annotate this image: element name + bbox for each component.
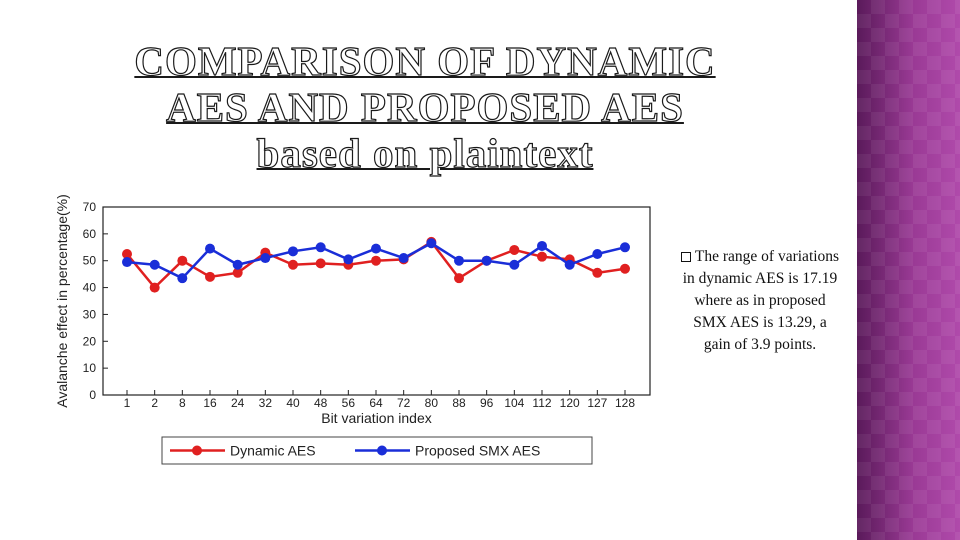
- series-1-point-5: [260, 253, 271, 264]
- series-1-point-17: [592, 249, 603, 259]
- plot-area: [102, 206, 651, 396]
- series-0-point-0: [122, 249, 132, 259]
- y-tick-label-70: 70: [83, 200, 97, 214]
- series-1-point-8: [343, 254, 354, 265]
- x-tick-label-24: 24: [231, 396, 245, 410]
- x-tick-label-72: 72: [397, 396, 411, 410]
- series-1-point-12: [454, 255, 464, 266]
- x-tick-label-40: 40: [286, 396, 300, 410]
- series-1-point-0: [122, 257, 132, 268]
- x-tick-label-128: 128: [615, 396, 635, 410]
- series-1-point-16: [564, 259, 575, 270]
- series-0-point-1: [149, 282, 160, 293]
- title-line-3: based on plaintext: [256, 129, 594, 176]
- legend-label-1: Proposed SMX AES: [415, 443, 540, 459]
- x-axis-label: Bit variation index: [321, 410, 432, 426]
- series-1-point-6: [288, 246, 298, 257]
- legend-box: [161, 436, 593, 465]
- series-0-point-9: [371, 255, 381, 266]
- series-1-point-10: [398, 253, 409, 264]
- series-1-point-4: [232, 259, 243, 270]
- series-1-point-11: [426, 238, 437, 249]
- x-tick-label-80: 80: [425, 396, 439, 410]
- y-tick-label-60: 60: [83, 227, 97, 241]
- x-tick-label-112: 112: [532, 396, 551, 410]
- series-1-point-2: [177, 273, 188, 284]
- series-0-point-6: [288, 259, 298, 270]
- x-tick-label-48: 48: [314, 396, 328, 410]
- x-tick-label-56: 56: [342, 396, 356, 410]
- series-0-point-4: [232, 267, 243, 278]
- series-0-point-3: [205, 271, 215, 282]
- decorative-side-band: [857, 0, 960, 540]
- x-tick-label-96: 96: [480, 396, 494, 410]
- legend-marker-1: [377, 445, 387, 456]
- y-tick-label-30: 30: [83, 307, 97, 321]
- legend-label-0: Dynamic AES: [230, 443, 316, 459]
- x-tick-label-32: 32: [259, 396, 273, 410]
- y-tick-label-40: 40: [83, 281, 97, 295]
- series-0-point-12: [454, 273, 464, 284]
- legend-marker-0: [192, 445, 202, 456]
- y-tick-label-50: 50: [83, 254, 97, 268]
- y-axis-label: Avalanche effect in percentage(%): [54, 194, 70, 408]
- range-note: The range of variations in dynamic AES i…: [680, 246, 840, 356]
- slide-title: COMPARISON OF DYNAMIC AES AND PROPOSED A…: [90, 37, 760, 176]
- checkbox-bullet-icon: [680, 252, 691, 262]
- series-1-point-14: [509, 259, 520, 270]
- series-1-point-15: [537, 240, 547, 251]
- series-1-point-13: [481, 255, 492, 266]
- series-1-point-1: [149, 259, 160, 270]
- x-tick-label-127: 127: [587, 396, 607, 410]
- series-0-point-18: [620, 263, 630, 274]
- series-0-point-2: [177, 255, 188, 266]
- title-line-2: AES AND PROPOSED AES: [165, 83, 684, 130]
- diamond-pattern-icon: [857, 0, 960, 540]
- x-tick-label-2: 2: [151, 396, 158, 410]
- title-line-1: COMPARISON OF DYNAMIC: [134, 37, 716, 84]
- series-1-point-9: [371, 243, 381, 254]
- series-0-point-14: [509, 244, 520, 255]
- series-1-point-18: [620, 242, 630, 253]
- x-tick-label-88: 88: [452, 396, 466, 410]
- y-tick-label-10: 10: [83, 361, 97, 375]
- x-tick-label-8: 8: [179, 396, 186, 410]
- series-1-point-3: [205, 243, 215, 254]
- y-tick-label-0: 0: [89, 388, 96, 402]
- series-0-point-15: [537, 251, 547, 262]
- x-tick-label-1: 1: [124, 396, 131, 410]
- series-0-point-7: [315, 258, 326, 269]
- x-tick-label-16: 16: [203, 396, 217, 410]
- y-tick-label-20: 20: [83, 334, 97, 348]
- series-0-point-17: [592, 267, 603, 278]
- range-note-text: The range of variations in dynamic AES i…: [682, 248, 840, 353]
- x-tick-label-120: 120: [560, 396, 580, 410]
- x-tick-label-64: 64: [369, 396, 383, 410]
- x-tick-label-104: 104: [504, 396, 524, 410]
- series-1-point-7: [315, 242, 326, 253]
